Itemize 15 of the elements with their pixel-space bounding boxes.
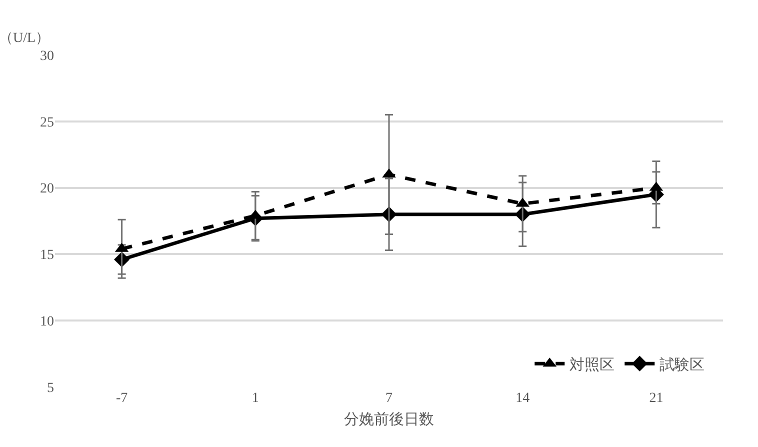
y-tick-label: 25 xyxy=(40,115,54,130)
x-tick-label: 7 xyxy=(386,391,392,406)
y-tick-label: 20 xyxy=(40,182,54,197)
x-tick-label: 14 xyxy=(516,391,530,406)
x-axis-title: 分娩前後日数 xyxy=(344,411,434,428)
y-tick-label: 15 xyxy=(40,248,54,264)
y-axis-title: （U/L） xyxy=(0,31,50,46)
x-tick-label: 1 xyxy=(252,391,259,406)
y-tick-label: 30 xyxy=(40,48,54,64)
x-tick-label: -7 xyxy=(116,391,128,406)
y-tick-label: 10 xyxy=(40,314,54,330)
legend-label: 対照区 xyxy=(570,356,615,374)
x-tick-label: 21 xyxy=(649,391,664,406)
y-tick-label: 5 xyxy=(47,380,54,396)
legend-label: 試験区 xyxy=(660,356,705,374)
